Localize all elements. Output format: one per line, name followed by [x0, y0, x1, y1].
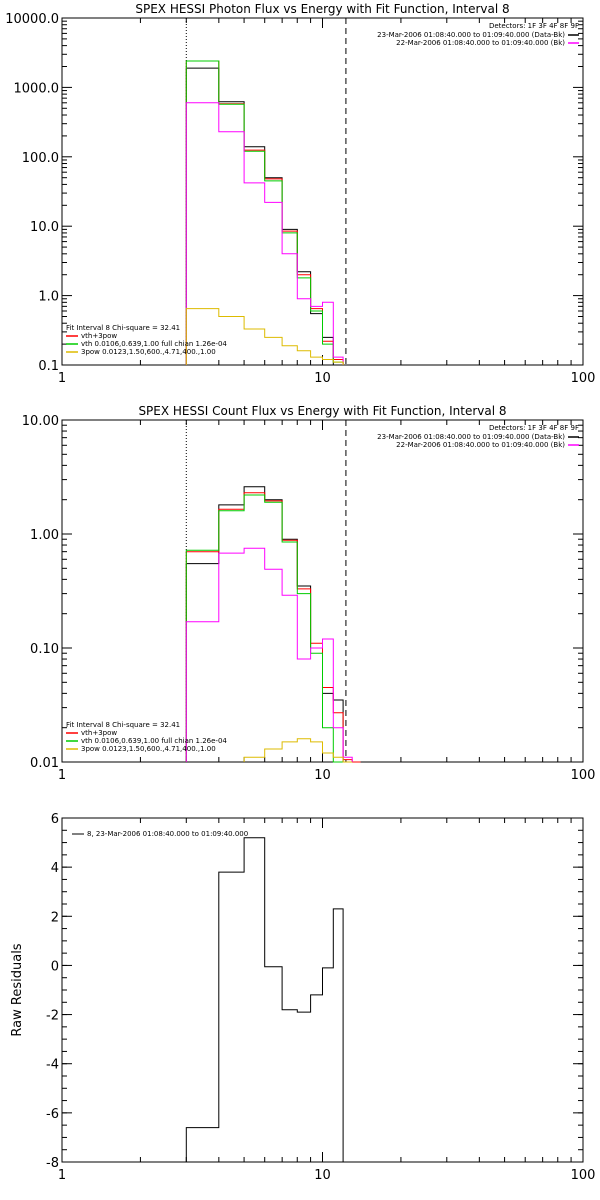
- legend-fit-header: Fit Interval 8 Chi-square = 32.41: [66, 324, 180, 332]
- chart-3: 1 10 100 -8 -6 -4 -2 0 2 4 6 Raw Residuals 8, 23-Mar…: [10, 812, 595, 1183]
- y-tick-label: 0.01: [30, 756, 59, 771]
- y-tick-label: 10000.0: [5, 12, 59, 27]
- series-3pow: [243, 738, 353, 763]
- series-vth: [185, 494, 344, 763]
- chart-1: SPEX HESSI Photon Flux vs Energy with Fi…: [5, 2, 595, 386]
- x-tick-label: 100: [571, 768, 596, 783]
- legend-time-label: 22-Mar-2006 01:08:40.000 to 01:09:40.000…: [396, 39, 565, 47]
- y-tick-label: -4: [46, 1058, 59, 1073]
- y-tick-label: 0: [51, 959, 59, 974]
- y-tick-label: -2: [46, 1009, 59, 1024]
- legend-fit-label: vth 0.0106,0.639,1.00 full chian 1.26e-0…: [81, 340, 227, 348]
- series-data-bk: [185, 486, 344, 762]
- legend-fit-label: vth 0.0106,0.639,1.00 full chian 1.26e-0…: [81, 737, 227, 745]
- x-tick-label: 100: [571, 371, 596, 386]
- x-tick-label: 1: [58, 1168, 66, 1183]
- series-vth: [185, 60, 344, 365]
- y-tick-label: 1000.0: [14, 81, 60, 96]
- legend-fit-label: vth+3pow: [81, 729, 117, 737]
- y-tick-label: 10.00: [22, 414, 59, 429]
- series-bk: [185, 547, 353, 762]
- y-tick-label: -8: [46, 1156, 59, 1171]
- x-tick-label: 10: [314, 371, 331, 386]
- x-tick-label: 10: [314, 1168, 331, 1183]
- y-axis-label: Raw Residuals: [10, 943, 25, 1036]
- legend-time-label: 23-Mar-2006 01:08:40.000 to 01:09:40.000…: [377, 433, 565, 441]
- legend-detectors: Detectors: 1F 3F 4F 8F 9F: [489, 424, 579, 432]
- y-tick-label: 100.0: [22, 151, 59, 166]
- y-tick-label: 0.10: [30, 642, 59, 657]
- series-3pow: [185, 308, 344, 365]
- y-tick-label: 1.0: [38, 290, 59, 305]
- chart-title: SPEX HESSI Photon Flux vs Energy with Fi…: [135, 2, 509, 16]
- series-vth-3pow: [185, 492, 361, 763]
- series-vth-3pow: [185, 60, 344, 365]
- y-tick-label: 10.0: [30, 220, 59, 235]
- x-tick-label: 10: [314, 768, 331, 783]
- y-tick-label: 2: [51, 910, 59, 925]
- legend-fit-label: 3pow 0.0123,1.50,600.,4.71,400.,1.00: [81, 745, 216, 753]
- y-tick-label: 6: [51, 812, 59, 827]
- series-data-bk: [185, 67, 334, 365]
- y-tick-label: 1.00: [30, 528, 59, 543]
- legend-fit-label: vth+3pow: [81, 332, 117, 340]
- legend-fit-header: Fit Interval 8 Chi-square = 32.41: [66, 721, 180, 729]
- legend-label: 8, 23-Mar-2006 01:08:40.000 to 01:09:40.…: [87, 830, 248, 838]
- chart-2: SPEX HESSI Count Flux vs Energy with Fit…: [22, 404, 596, 783]
- series-8: [185, 837, 344, 1162]
- chart-title: SPEX HESSI Count Flux vs Energy with Fit…: [138, 404, 506, 418]
- y-tick-label: -6: [46, 1107, 59, 1122]
- x-tick-label: 1: [58, 768, 66, 783]
- series-bk: [185, 102, 344, 365]
- legend-detectors: Detectors: 1F 3F 4F 8F 9F: [489, 22, 579, 30]
- legend-fit-label: 3pow 0.0123,1.50,600.,4.71,400.,1.00: [81, 348, 216, 356]
- y-tick-label: 0.1: [38, 359, 59, 374]
- x-tick-label: 100: [571, 1168, 596, 1183]
- y-tick-label: 4: [51, 861, 59, 876]
- legend-time-label: 22-Mar-2006 01:08:40.000 to 01:09:40.000…: [396, 441, 565, 449]
- x-tick-label: 1: [58, 371, 66, 386]
- legend-time-label: 23-Mar-2006 01:08:40.000 to 01:09:40.000…: [377, 31, 565, 39]
